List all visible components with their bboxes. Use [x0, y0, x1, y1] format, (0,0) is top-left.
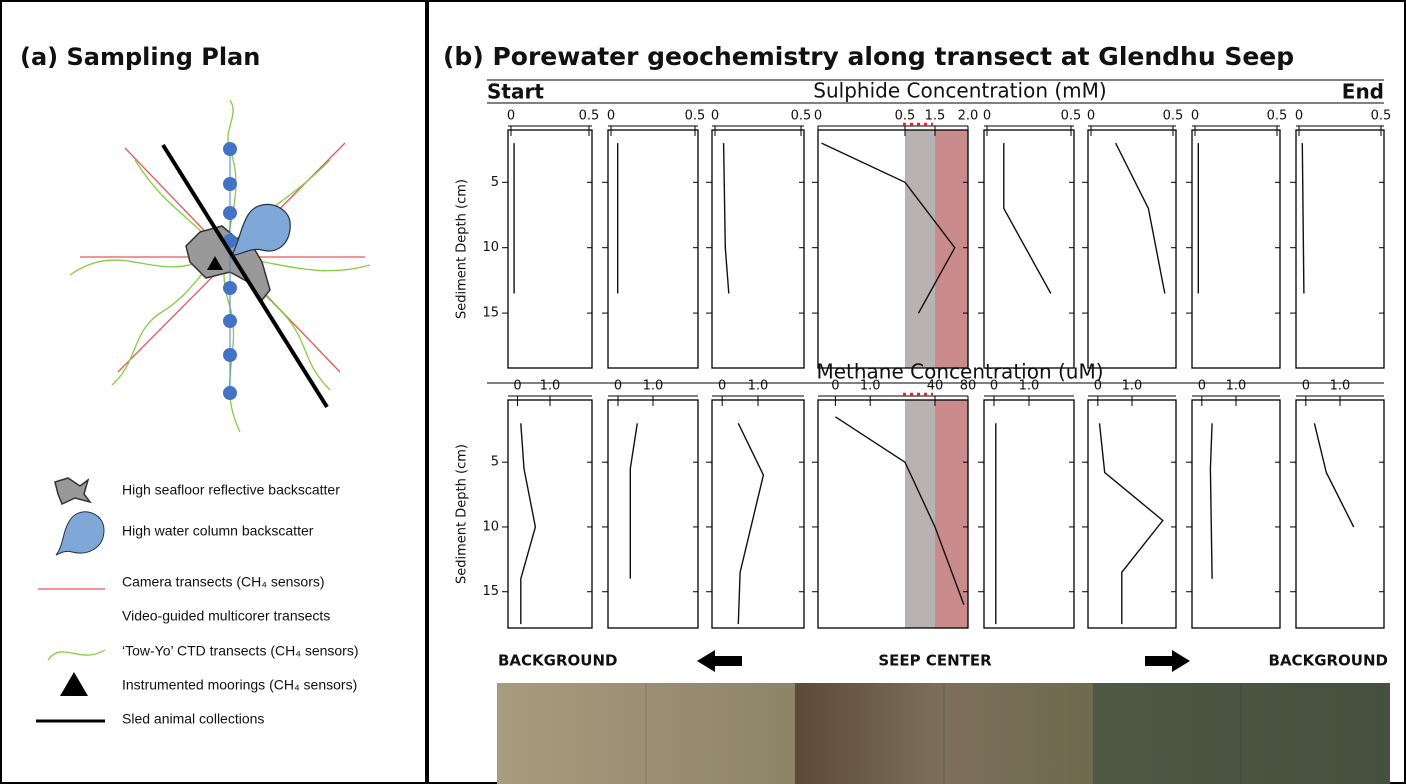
x-tick-label: 1.5	[925, 109, 946, 124]
profile-line	[722, 143, 730, 294]
chart-title: Sulphide Concentration (mM)	[813, 79, 1106, 103]
x-tick-label: 0	[1191, 109, 1199, 124]
x-tick-label: 1.0	[643, 379, 664, 394]
x-tick-label: 0.5	[685, 109, 706, 124]
y-tick-label: 15	[482, 584, 499, 599]
x-tick-label: 2.0	[958, 109, 979, 124]
y-axis-label: Sediment Depth (cm)	[455, 444, 470, 584]
concentration-band	[905, 400, 935, 628]
profile-line	[1313, 423, 1355, 528]
x-tick-label: 0	[507, 109, 515, 124]
plot-frame	[983, 129, 1075, 369]
concentration-band	[935, 400, 968, 628]
arrow-left	[697, 650, 742, 672]
y-tick-label: 10	[482, 519, 499, 534]
x-tick-label: 40	[927, 379, 944, 394]
plot-frame	[983, 399, 1075, 629]
profile-line	[1114, 142, 1166, 294]
profile-line	[821, 142, 956, 314]
bottom-label: BACKGROUND	[498, 652, 617, 670]
profile-line	[520, 423, 537, 625]
y-tick-label: 10	[482, 240, 499, 255]
x-tick-label: 0	[607, 109, 615, 124]
plot-frame	[1295, 399, 1385, 629]
x-tick-label: 1.0	[860, 379, 881, 394]
x-tick-label: 0	[1087, 109, 1095, 124]
start-label: Start	[487, 80, 544, 104]
x-tick-label: 0	[718, 379, 726, 394]
plot-frame	[1191, 129, 1281, 369]
sampling-diagram	[69, 99, 371, 433]
x-tick-label: 0	[990, 379, 998, 394]
legend-label: High seafloor reflective backscatter	[122, 482, 340, 498]
profile-line	[737, 422, 765, 625]
concentration-band	[905, 130, 935, 368]
x-tick-label: 0	[711, 109, 719, 124]
x-tick-label: 0	[1198, 379, 1206, 394]
x-tick-label: 1.0	[1330, 379, 1351, 394]
plot-frame	[507, 129, 593, 369]
seafloor-photos	[497, 683, 1390, 784]
plot-frame	[1191, 399, 1281, 629]
profile-line	[1003, 143, 1052, 294]
bottom-label: BACKGROUND	[1269, 652, 1388, 670]
chart-title: Methane Concentration (uM)	[816, 360, 1103, 384]
x-tick-label: 0.5	[579, 109, 600, 124]
x-tick-label: 0	[1302, 379, 1310, 394]
plot-frame	[1087, 129, 1177, 369]
legend-label: ‘Tow-Yo’ CTD transects (CH₄ sensors)	[122, 643, 359, 659]
x-tick-label: 0	[831, 379, 839, 394]
x-tick-label: 0	[614, 379, 622, 394]
x-tick-label: 0.5	[1371, 109, 1392, 124]
x-tick-label: 1.0	[1122, 379, 1143, 394]
y-axis-label: Sediment Depth (cm)	[455, 179, 470, 319]
plot-frame	[817, 399, 969, 629]
plot-frame	[607, 399, 699, 629]
panel-a-title: (a) Sampling Plan	[20, 43, 260, 71]
x-tick-label: 0	[1295, 109, 1303, 124]
plot-frame	[711, 129, 805, 369]
y-tick-label: 5	[491, 175, 499, 190]
panel-b-title: (b) Porewater geochemistry along transec…	[443, 42, 1294, 71]
end-label: End	[1342, 80, 1384, 104]
legend-label: Sled animal collections	[122, 711, 264, 727]
arrow-right	[1145, 650, 1190, 672]
x-tick-label: 0	[814, 109, 822, 124]
profile-line	[835, 416, 965, 605]
x-tick-label: 0	[513, 379, 521, 394]
x-tick-label: 0.5	[1267, 109, 1288, 124]
x-tick-label: 1.0	[1226, 379, 1247, 394]
profile-line	[1301, 143, 1305, 294]
x-tick-label: 0	[983, 109, 991, 124]
x-tick-label: 0.5	[791, 109, 812, 124]
x-tick-label: 1.0	[1019, 379, 1040, 394]
y-tick-label: 5	[491, 455, 499, 470]
legend-label: Video-guided multicorer transects	[122, 608, 330, 624]
plot-frame	[607, 129, 699, 369]
profile-line	[629, 423, 638, 579]
x-tick-label: 0	[1094, 379, 1102, 394]
x-tick-label: 80	[960, 379, 977, 394]
profile-plots: Sulphide Concentration (mM) Sediment Dept…	[455, 79, 1392, 629]
plot-frame	[1295, 129, 1385, 369]
profile-line	[1098, 423, 1164, 625]
legend-label: Instrumented moorings (CH₄ sensors)	[122, 677, 357, 693]
legend-label: Camera transects (CH₄ sensors)	[122, 574, 325, 590]
plot-frame	[817, 129, 969, 369]
concentration-band	[935, 130, 968, 368]
x-tick-label: 1.0	[540, 379, 561, 394]
x-tick-label: 0.5	[1163, 109, 1184, 124]
bottom-label: SEEP CENTER	[878, 652, 992, 670]
y-tick-label: 15	[482, 306, 499, 321]
profile-line	[1209, 423, 1213, 579]
legend-label: High water column backscatter	[122, 523, 314, 539]
x-tick-label: 0.5	[1061, 109, 1082, 124]
legend-icons	[36, 477, 106, 723]
x-tick-label: 0.5	[895, 109, 916, 124]
plot-frame	[711, 399, 805, 629]
x-tick-label: 1.0	[748, 379, 769, 394]
